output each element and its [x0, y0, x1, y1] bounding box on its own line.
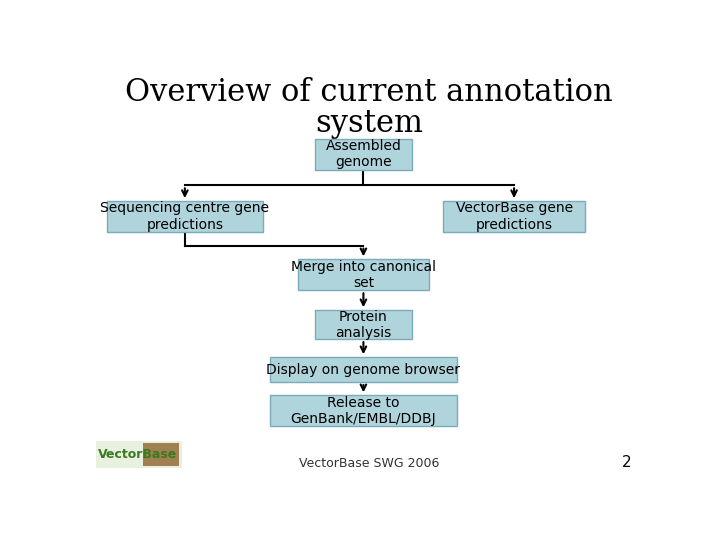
Text: VectorBase gene
predictions: VectorBase gene predictions — [456, 201, 572, 232]
FancyBboxPatch shape — [270, 395, 457, 427]
Text: 2: 2 — [621, 455, 631, 470]
Bar — [96, 441, 182, 468]
Text: Sequencing centre gene
predictions: Sequencing centre gene predictions — [100, 201, 269, 232]
Text: Overview of current annotation: Overview of current annotation — [125, 77, 613, 109]
Text: Assembled
genome: Assembled genome — [325, 139, 401, 170]
FancyBboxPatch shape — [315, 310, 413, 339]
FancyBboxPatch shape — [298, 259, 429, 291]
Text: VectorBase SWG 2006: VectorBase SWG 2006 — [299, 457, 439, 470]
Text: Protein
analysis: Protein analysis — [336, 309, 392, 340]
Text: Merge into canonical
set: Merge into canonical set — [291, 260, 436, 290]
Text: Display on genome browser: Display on genome browser — [266, 362, 460, 376]
Text: Release to
GenBank/EMBL/DDBJ: Release to GenBank/EMBL/DDBJ — [291, 396, 436, 426]
Text: VectorBase: VectorBase — [99, 448, 178, 461]
FancyBboxPatch shape — [107, 201, 263, 232]
Text: system: system — [315, 109, 423, 139]
FancyBboxPatch shape — [443, 201, 585, 232]
FancyBboxPatch shape — [270, 357, 457, 382]
FancyBboxPatch shape — [315, 139, 413, 170]
Bar — [143, 443, 179, 466]
